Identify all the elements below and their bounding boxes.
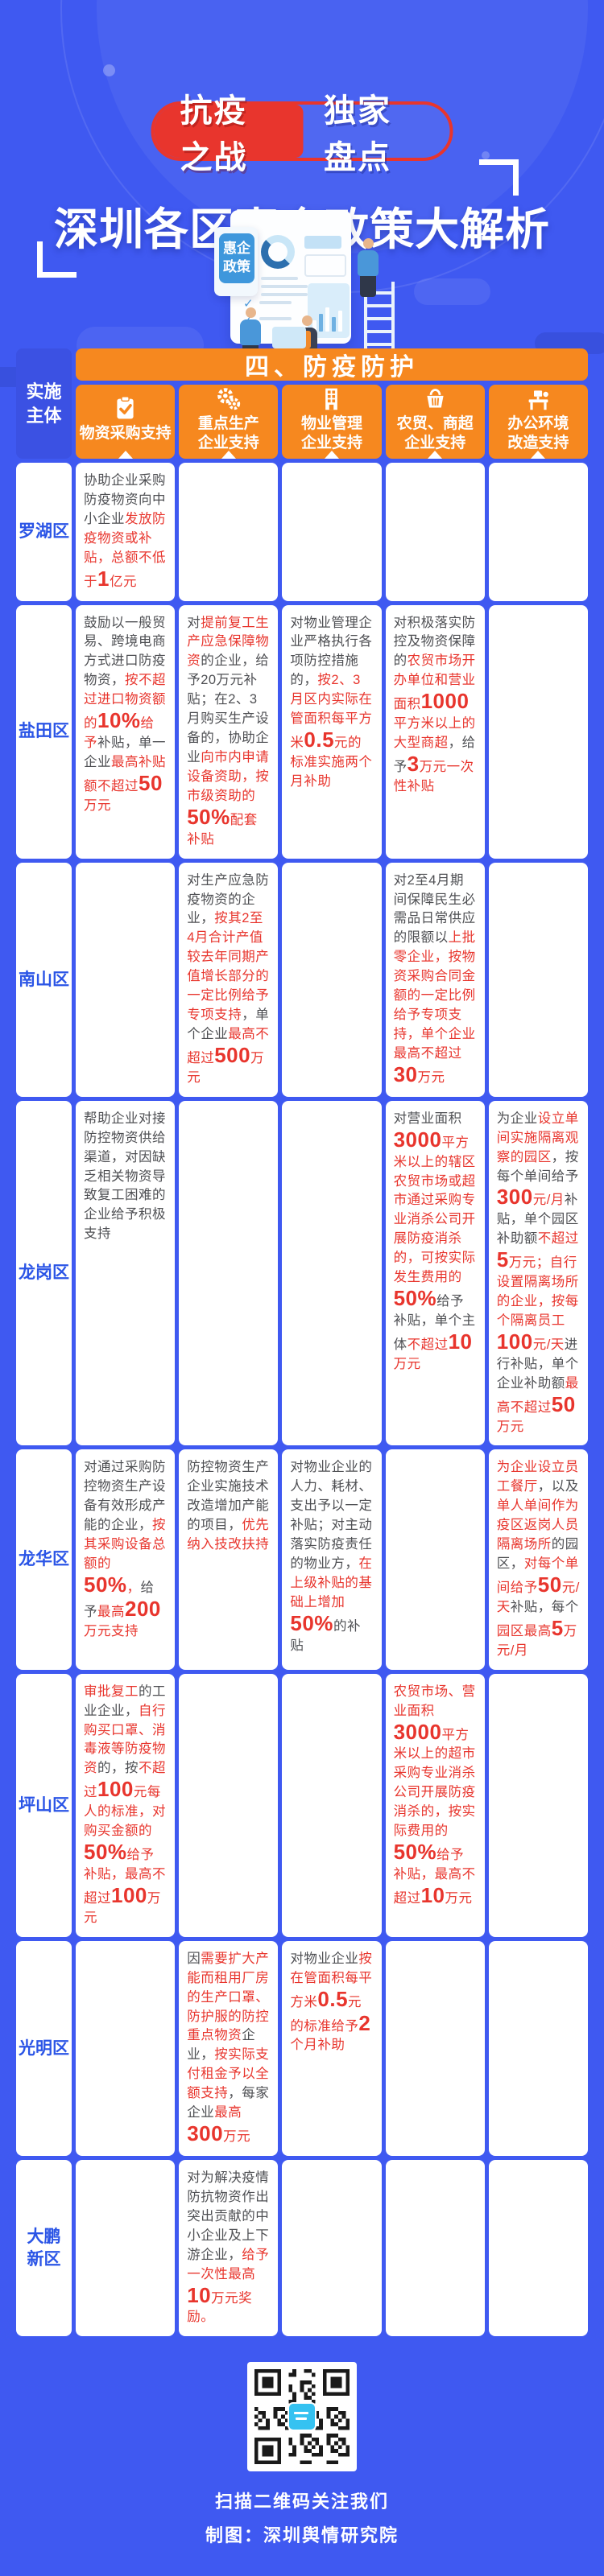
policy-cell: 鼓励以一般贸易、跨境电商方式进口防疫物资，按不超过进口物资额的10%给予补贴，单…: [76, 604, 176, 859]
district-label: 坪山区: [16, 1673, 72, 1937]
text-line: [259, 317, 292, 320]
policy-cell: [76, 862, 176, 1097]
podium: [272, 327, 306, 348]
policy-cell: [282, 1673, 382, 1937]
district-label: 龙华区: [16, 1449, 72, 1670]
office-desk-icon: [525, 385, 552, 412]
corner-header: 实施 主体: [16, 348, 72, 459]
policy-cell: [385, 1449, 485, 1670]
policy-cell: [488, 604, 588, 859]
policy-cell: [488, 2159, 588, 2337]
policy-cell: 对物业企业的人力、耗材、支出予以一定补贴；对主动落实防疫责任的物业方，在上级补贴…: [282, 1449, 382, 1670]
column-header: 农贸、商超 企业支持: [385, 385, 485, 459]
scan-label: 扫描二维码关注我们: [214, 2492, 389, 2512]
policy-cell: [179, 463, 279, 601]
qr-center-logo: [288, 2402, 316, 2432]
policy-cell: [179, 1100, 279, 1446]
qr-code: [247, 2362, 357, 2472]
policy-cell: [282, 1100, 382, 1446]
district-label: 罗湖区: [16, 463, 72, 601]
column-header: 物资采购支持: [76, 385, 176, 459]
policy-sign: 惠企 政策: [219, 233, 254, 283]
clipboard-check-icon: [112, 395, 139, 422]
policy-cell: 审批复工的工业企业，自行购买口罩、消毒液等防疫物资的，按不超过100元每人的标准…: [76, 1673, 176, 1937]
policy-table-section: 实施 主体 四、防疫防护 物资采购支持 重点生产 企业支持 物业管理 企业支持 农贸、…: [16, 348, 588, 2337]
policy-cell: [488, 862, 588, 1097]
corner-bracket-icon: [37, 241, 77, 278]
policy-cell: [488, 463, 588, 601]
district-label: 龙岗区: [16, 1100, 72, 1446]
column-header: 物业管理 企业支持: [282, 385, 382, 459]
column-header-label: 办公环境 改造支持: [507, 415, 569, 451]
column-header-label: 物资采购支持: [79, 425, 172, 443]
policy-cell: [76, 1940, 176, 2156]
corner-bracket-icon: [479, 159, 519, 196]
gears-icon: [215, 385, 242, 412]
text-line: [261, 285, 308, 288]
checkmark-icon: ✓: [243, 297, 254, 311]
policy-cell: 因需要扩大产能而租用厂房的生产口罩、防护服的防控重点物资企业，按实际支付租金予以…: [179, 1940, 279, 2156]
text-line: [259, 301, 292, 304]
policy-cell: [76, 2159, 176, 2337]
policy-cell: [282, 862, 382, 1097]
column-header: 办公环境 改造支持: [488, 385, 588, 459]
policy-cell: 对生产应急防疫物资的企业，按其2至4月合计产值较去年同期产值增长部分的一定比例给…: [179, 862, 279, 1097]
policy-cell: 帮助企业对接防控物资供给渠道，对因缺乏相关物资导致复工困难的企业给予积极支持: [76, 1100, 176, 1446]
footer-section: 扫描二维码关注我们 制图：深圳舆情研究院: [0, 2362, 604, 2576]
section-banner: 四、防疫防护: [76, 348, 588, 381]
credit-label: 制图：深圳舆情研究院: [205, 2525, 399, 2546]
policy-cell: [385, 2159, 485, 2337]
decoration-dot: [103, 64, 115, 76]
policy-cell: 对提前复工生产应急保障物资的企业，给予20万元补贴；在2、3月购买生产设备的，协…: [179, 604, 279, 859]
policy-cell: [488, 1940, 588, 2156]
policy-cell: 对2至4月期间保障民生必需品日常供应的限额以上批零企业，按物资采购合同金额的一定…: [385, 862, 485, 1097]
policy-cell: [282, 2159, 382, 2337]
policy-cell: 对物业管理企业严格执行各项防控措施的，按2、3月区内实际在管面积每平方米0.5元…: [282, 604, 382, 859]
column-header-label: 重点生产 企业支持: [197, 415, 259, 451]
district-label: 大鹏 新区: [16, 2159, 72, 2337]
basket-icon: [422, 385, 449, 412]
building-icon: [318, 385, 345, 412]
policy-cell: 对积极落实防控及物资保障的农贸市场开办单位和营业面积1000平方米以上的大型商超…: [385, 604, 485, 859]
district-label: 光明区: [16, 1940, 72, 2156]
illustration: 惠企 政策 ✓ ✓: [0, 0, 604, 381]
header-section: 抗疫之战 独家盘点 深圳各区惠企政策大解析 惠企 政策 ✓ ✓: [0, 0, 604, 387]
decoration-dot: [482, 151, 490, 159]
column-header-label: 物业管理 企业支持: [300, 415, 362, 451]
panel-outline: [304, 254, 346, 277]
policy-cell: 协助企业采购防疫物资向中小企业发放防疫物资或补贴，总额不低于1亿元: [76, 463, 176, 601]
text-line: [261, 277, 298, 280]
policy-cell: 为企业设立单间实施隔离观察的园区，按每个单间给予300元/月补贴，单个园区补助额…: [488, 1100, 588, 1446]
policy-cell: 对通过采购防控物资生产设备有效形成产能的企业，按其采购设备总额的50%，给予最高…: [76, 1449, 176, 1670]
policy-table: 实施 主体 四、防疫防护 物资采购支持 重点生产 企业支持 物业管理 企业支持 农贸、…: [16, 348, 588, 2337]
policy-cell: 对营业面积3000平方米以上的辖区农贸市场或超市通过采购专业消杀公司开展防疫消杀…: [385, 1100, 485, 1446]
person-figure: [358, 238, 379, 297]
policy-cell: 为企业设立员工餐厅，以及单人单间作为疫区返岗人员隔离场所的园区，对每个单间给予5…: [488, 1449, 588, 1670]
policy-cell: 防控物资生产企业实施技术改造增加产能的项目，优先纳入技改扶持: [179, 1449, 279, 1670]
column-header: 重点生产 企业支持: [179, 385, 279, 459]
panel-block: [304, 236, 341, 249]
policy-cell: 对物业企业按在管面积每平方米0.5元的标准给予2个月补助: [282, 1940, 382, 2156]
donut-chart-icon: [261, 235, 295, 269]
policy-cell: [179, 1673, 279, 1937]
policy-cell: [488, 1673, 588, 1937]
text-line: [261, 293, 308, 296]
policy-cell: [385, 1940, 485, 2156]
column-header-label: 农贸、商超 企业支持: [396, 415, 474, 451]
district-label: 盐田区: [16, 604, 72, 859]
policy-cell: 农贸市场、营业面积3000平方米以上的超市采购专业消杀公司开展防疫消杀的，按实际…: [385, 1673, 485, 1937]
policy-cell: [385, 463, 485, 601]
policy-cell: 对为解决疫情防抗物资作出突出贡献的中小企业及上下游企业，给予一次性最高10万元奖…: [179, 2159, 279, 2337]
decoration-pill: [414, 278, 490, 305]
district-label: 南山区: [16, 862, 72, 1097]
policy-cell: [282, 463, 382, 601]
